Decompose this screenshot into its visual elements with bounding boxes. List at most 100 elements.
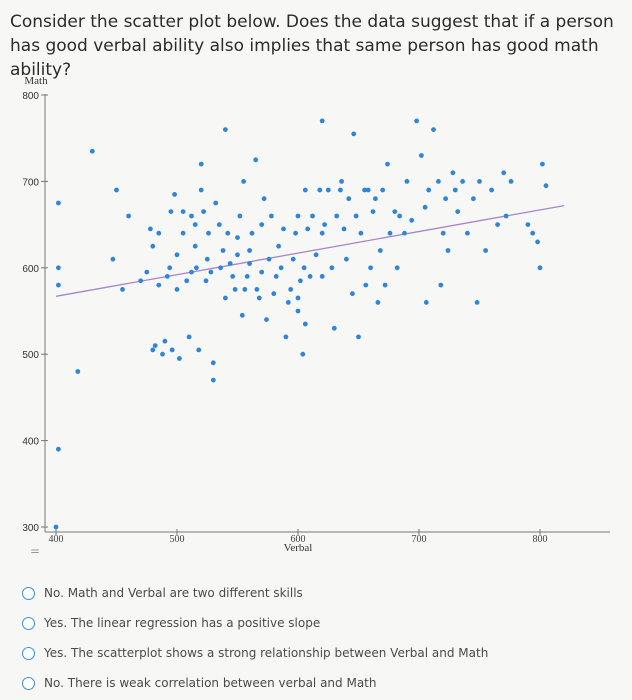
data-point	[380, 187, 386, 193]
data-point	[169, 347, 175, 353]
data-point	[266, 256, 272, 262]
data-point	[331, 325, 337, 331]
data-point	[192, 222, 198, 228]
data-point	[264, 317, 269, 322]
data-point	[501, 170, 507, 176]
data-point	[535, 239, 540, 245]
data-point	[189, 269, 194, 275]
radio-button[interactable]	[22, 646, 35, 660]
data-point	[276, 243, 281, 249]
data-point	[438, 282, 444, 288]
data-point	[445, 248, 451, 253]
data-point	[341, 226, 347, 232]
x-axis-label: Verbal	[284, 542, 313, 554]
data-point	[235, 235, 240, 241]
data-point	[184, 278, 190, 284]
data-point	[273, 274, 279, 279]
data-point	[368, 265, 373, 271]
data-point	[126, 213, 131, 219]
data-point	[375, 300, 381, 305]
data-point	[152, 343, 158, 348]
data-point	[338, 187, 343, 193]
radio-button[interactable]	[22, 616, 35, 630]
y-axis-label: Math	[24, 75, 48, 87]
data-point	[329, 265, 335, 271]
data-point	[241, 179, 247, 184]
data-point	[295, 308, 301, 314]
data-point	[543, 183, 549, 189]
data-point	[174, 252, 180, 258]
data-point	[436, 179, 441, 184]
scatter-chart: 300 400 500 600 700 800 400 500 600 700 800 Math V…	[22, 75, 610, 558]
y-tick-label: 700	[22, 177, 39, 188]
data-point	[319, 118, 325, 124]
data-point	[223, 127, 228, 132]
data-point	[168, 209, 174, 215]
data-point	[174, 287, 180, 292]
option-b[interactable]: Yes. The linear regression has a positiv…	[22, 608, 602, 638]
data-point	[508, 179, 514, 184]
data-point	[247, 248, 253, 253]
data-point	[120, 287, 125, 292]
data-point	[198, 187, 204, 193]
data-point	[540, 161, 545, 167]
x-tick-label: 800	[533, 534, 548, 545]
data-point	[150, 347, 156, 353]
data-point	[298, 278, 303, 284]
data-point	[373, 196, 378, 202]
data-point	[249, 230, 255, 236]
data-point	[208, 269, 214, 275]
y-tick-label: 500	[22, 350, 39, 361]
data-point	[290, 256, 296, 262]
option-c-label: Yes. The scatterplot shows a strong rela…	[44, 646, 489, 660]
data-point	[210, 360, 216, 366]
data-point	[237, 213, 243, 219]
data-point	[261, 196, 267, 202]
y-tick-label: 600	[22, 264, 39, 275]
data-point	[156, 230, 162, 236]
x-tick-label: 500	[170, 534, 185, 545]
regression-line	[55, 204, 565, 297]
data-point	[350, 291, 355, 297]
radio-button[interactable]	[22, 676, 35, 690]
data-point	[177, 356, 182, 361]
radio-button[interactable]	[22, 586, 35, 600]
data-point	[269, 213, 274, 219]
data-point	[56, 282, 61, 288]
data-point	[452, 187, 458, 193]
option-d[interactable]: No. There is weak correlation between ve…	[22, 668, 602, 698]
data-point	[295, 213, 301, 219]
data-point	[465, 230, 470, 236]
data-point	[423, 300, 429, 305]
side-mark: =	[30, 544, 40, 558]
data-point	[244, 274, 250, 279]
data-point	[232, 287, 238, 292]
data-point	[305, 226, 311, 232]
data-point	[162, 338, 168, 344]
x-tick-label: 400	[49, 534, 64, 545]
data-point	[319, 274, 325, 279]
data-point	[148, 226, 153, 232]
option-a[interactable]: No. Math and Verbal are two different sk…	[22, 578, 602, 608]
data-point	[525, 222, 531, 228]
data-point	[313, 252, 319, 258]
data-point	[172, 192, 178, 197]
chart-axes: 300 400 500 600 700 800 400 500 600 700 800	[22, 91, 610, 545]
data-point	[288, 287, 294, 292]
data-point	[310, 213, 315, 219]
option-c[interactable]: Yes. The scatterplot shows a strong rela…	[22, 638, 602, 668]
data-point	[322, 222, 327, 228]
question-text: Consider the scatter plot below. Does th…	[10, 12, 614, 80]
data-point	[256, 295, 262, 301]
data-point	[150, 243, 156, 249]
data-point	[431, 127, 436, 132]
data-point	[422, 204, 428, 210]
data-point	[404, 179, 410, 184]
data-point	[353, 213, 359, 219]
data-point	[56, 446, 61, 452]
option-b-label: Yes. The linear regression has a positiv…	[44, 616, 321, 630]
data-point	[387, 230, 393, 236]
data-point	[278, 265, 284, 271]
data-point	[201, 209, 207, 215]
data-point	[194, 265, 199, 271]
